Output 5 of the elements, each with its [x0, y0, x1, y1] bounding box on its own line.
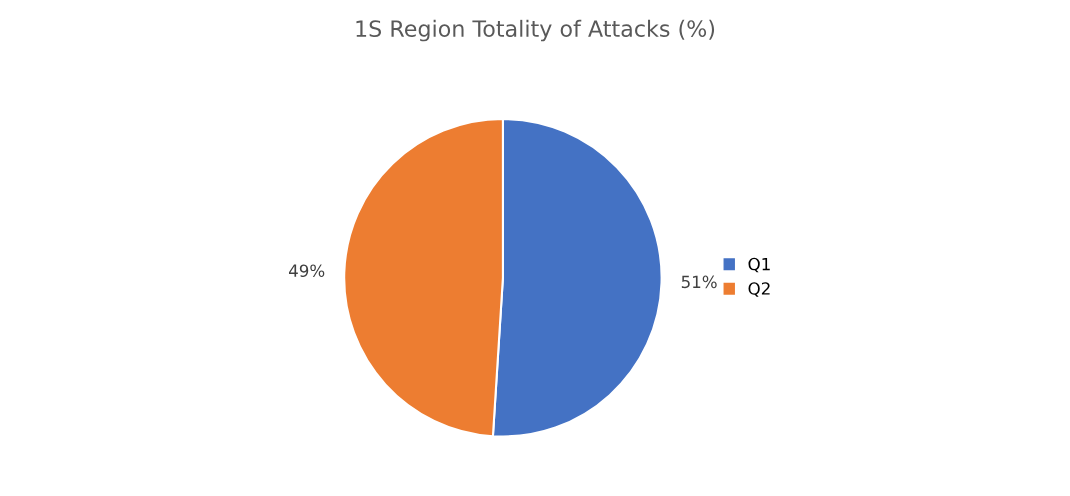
data-label: 51%: [681, 275, 717, 289]
data-label: 49%: [288, 264, 325, 278]
legend-label: Q2: [748, 282, 770, 297]
legend-label: Q1: [748, 257, 770, 273]
chart-title: 1S Region Totality of Attacks (%): [356, 19, 715, 42]
